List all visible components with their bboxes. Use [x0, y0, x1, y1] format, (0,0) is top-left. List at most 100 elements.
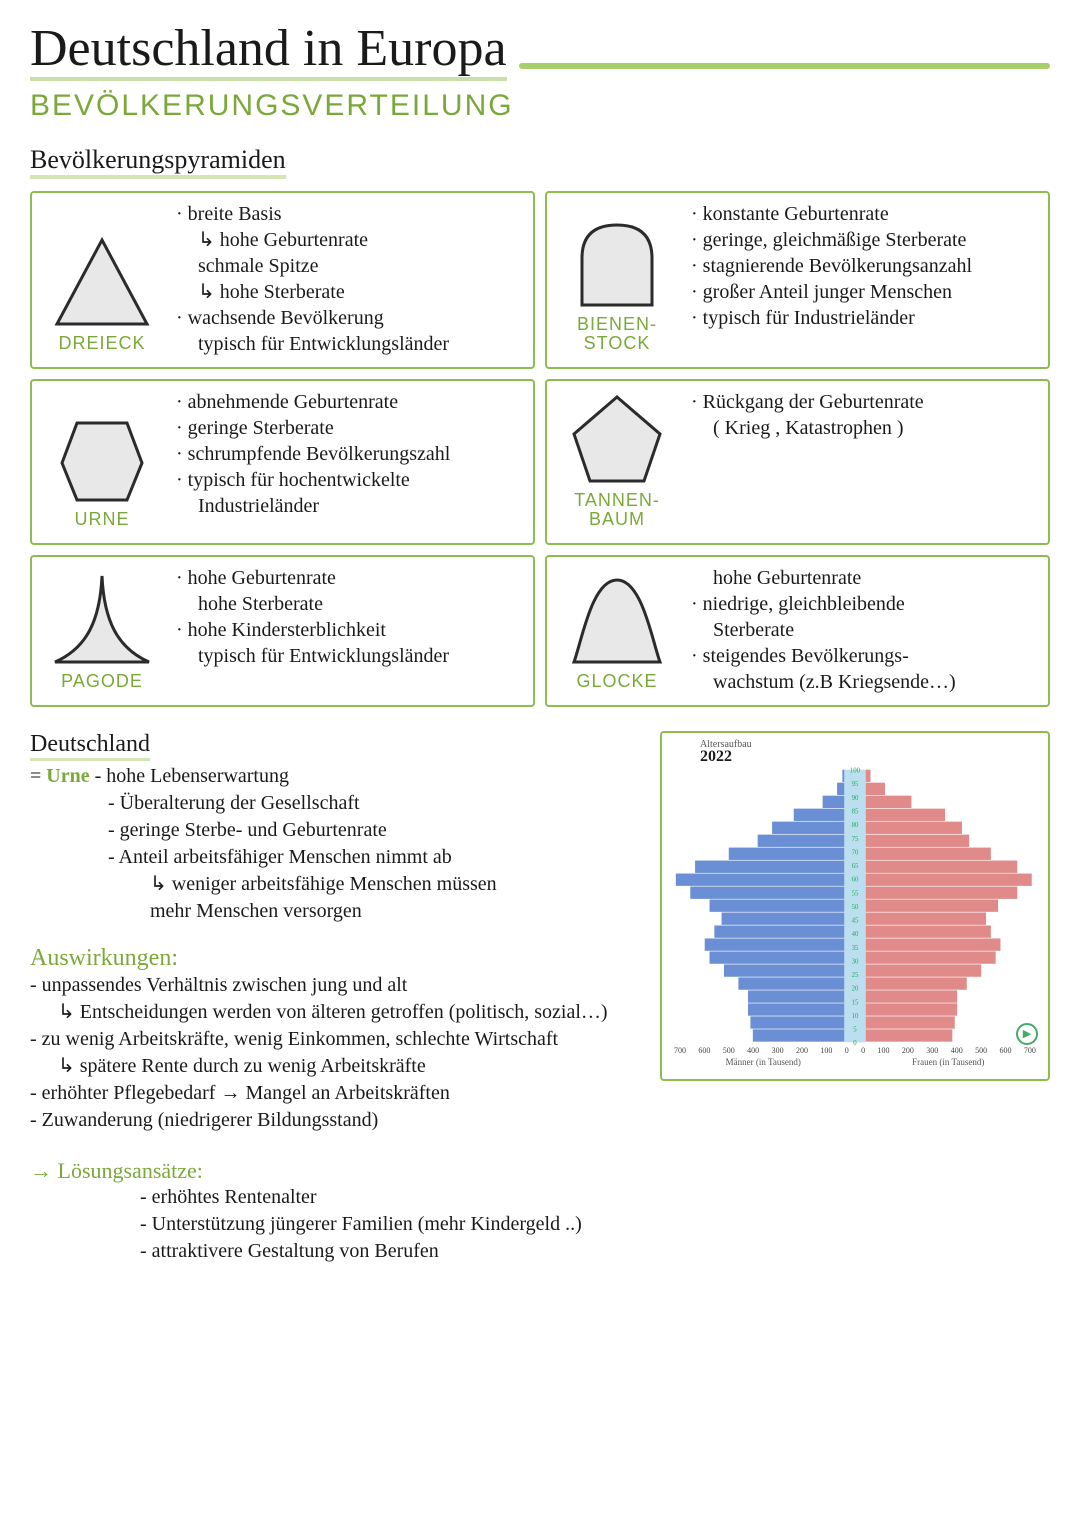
svg-text:10: 10 [852, 1013, 859, 1020]
play-button[interactable]: ▶ [1016, 1023, 1038, 1045]
svg-text:35: 35 [852, 945, 859, 952]
list-line: · schrumpfende Bevölkerungszahl [176, 441, 523, 467]
card-bienenstock: BIENEN- STOCK · konstante Geburtenrate· … [545, 191, 1050, 369]
svg-text:90: 90 [852, 795, 859, 802]
axis-tick: 600 [698, 1046, 710, 1055]
page-subtitle: BEVÖLKERUNGSVERTEILUNG [30, 89, 1050, 123]
loesungen-heading: → Lösungsansätze: [30, 1158, 1050, 1184]
svg-text:30: 30 [852, 958, 859, 965]
list-line: typisch für Entwicklungsländer [176, 643, 523, 669]
card-label: PAGODE [61, 672, 143, 691]
svg-text:65: 65 [852, 863, 859, 870]
axis-tick: 300 [926, 1046, 938, 1055]
svg-text:80: 80 [852, 822, 859, 829]
card-urne: URNE · abnehmende Geburtenrate· geringe … [30, 379, 535, 545]
list-line: Industrieländer [176, 493, 523, 519]
pyramid-xlabel-left: Männer (in Tausend) [726, 1057, 801, 1067]
eq-urne: Urne [46, 765, 89, 787]
pyramid-cards-grid: DREIECK · breite Basishohe Geburtenrates… [30, 191, 1050, 707]
svg-text:5: 5 [853, 1027, 857, 1034]
card-bullets: · konstante Geburtenrate· geringe, gleic… [691, 201, 1038, 357]
card-label: TANNEN- BAUM [574, 491, 660, 529]
list-line: · breite Basis [176, 201, 523, 227]
list-line: ↳ spätere Rente durch zu wenig Arbeitskr… [30, 1053, 640, 1080]
list-line: · geringe, gleichmäßige Sterberate [691, 227, 1038, 253]
axis-tick: 500 [975, 1046, 987, 1055]
svg-text:75: 75 [852, 836, 859, 843]
list-line: ↳ Entscheidungen werden von älteren getr… [30, 999, 640, 1026]
deutschland-list: = Urne - hohe Lebenserwartung - Überalte… [30, 763, 640, 925]
axis-tick: 500 [723, 1046, 735, 1055]
loesungen-list: - erhöhtes Rentenalter - Unterstützung j… [30, 1184, 1050, 1265]
sol-row: - erhöhtes Rentenalter [140, 1184, 1050, 1211]
pentagon-icon [562, 389, 672, 489]
list-line: wachstum (z.B Kriegsende…) [691, 669, 1038, 695]
list-line: - unpassendes Verhältnis zwischen jung u… [30, 972, 640, 999]
svg-text:100: 100 [850, 768, 861, 775]
list-line: · typisch für Industrieländer [691, 305, 1038, 331]
de-row: - Anteil arbeitsfähiger Menschen nimmt a… [30, 844, 640, 871]
list-line: · wachsende Bevölkerung [176, 305, 523, 331]
axis-tick: 0 [845, 1046, 849, 1055]
auswirkungen-list: - unpassendes Verhältnis zwischen jung u… [30, 972, 640, 1134]
list-line: · stagnierende Bevölkerungsanzahl [691, 253, 1038, 279]
svg-text:85: 85 [852, 808, 859, 815]
axis-tick: 0 [861, 1046, 865, 1055]
list-line: · abnehmende Geburtenrate [176, 389, 523, 415]
axis-tick: 700 [1024, 1046, 1036, 1055]
card-bullets: hohe Geburtenrate· niedrige, gleichbleib… [691, 565, 1038, 695]
list-line: · konstante Geburtenrate [691, 201, 1038, 227]
population-pyramid-chart: Altersaufbau 2022 0510152025303540455055… [660, 731, 1050, 1081]
list-line: schmale Spitze [176, 253, 523, 279]
list-line: - zu wenig Arbeitskräfte, wenig Einkomme… [30, 1026, 640, 1053]
bell-icon [562, 570, 672, 670]
axis-tick: 700 [674, 1046, 686, 1055]
card-pagode: PAGODE · hohe Geburtenratehohe Sterberat… [30, 555, 535, 707]
de-row: - geringe Sterbe- und Geburtenrate [30, 817, 640, 844]
list-line: ( Krieg , Katastrophen ) [691, 415, 1038, 441]
page-title: Deutschland in Europa [30, 20, 507, 81]
card-label: URNE [74, 510, 129, 529]
urn-icon [47, 408, 157, 508]
svg-text:25: 25 [852, 972, 859, 979]
card-tannenbaum: TANNEN- BAUM · Rückgang der Geburtenrate… [545, 379, 1050, 545]
pyramid-x-axis: 7006005004003002001000010020030040050060… [670, 1046, 1040, 1055]
axis-tick: 300 [772, 1046, 784, 1055]
list-line: typisch für Entwicklungsländer [176, 331, 523, 357]
list-line: - Zuwanderung (niedrigerer Bildungsstand… [30, 1107, 640, 1134]
list-line: hohe Sterberate [176, 591, 523, 617]
list-line: · hohe Geburtenrate [176, 565, 523, 591]
title-rule [519, 63, 1050, 69]
list-line: · Rückgang der Geburtenrate [691, 389, 1038, 415]
eq-rest: - hohe Lebenserwartung [90, 765, 289, 787]
svg-text:45: 45 [852, 918, 859, 925]
pagoda-icon [47, 570, 157, 670]
pyramid-year: 2022 [670, 748, 1040, 766]
svg-text:20: 20 [852, 986, 859, 993]
axis-tick: 400 [951, 1046, 963, 1055]
axis-tick: 100 [820, 1046, 832, 1055]
card-label: BIENEN- STOCK [577, 315, 657, 353]
svg-text:50: 50 [852, 904, 859, 911]
card-label: DREIECK [58, 334, 145, 353]
list-line: · großer Anteil junger Menschen [691, 279, 1038, 305]
sol-row: - attraktivere Gestaltung von Berufen [140, 1238, 1050, 1265]
de-row: - Überalterung der Gesellschaft [30, 790, 640, 817]
pyramid-svg: 0510152025303540455055606570758085909510… [670, 766, 1040, 1046]
card-bullets: · Rückgang der Geburtenrate( Krieg , Kat… [691, 389, 1038, 533]
list-line: · hohe Kindersterblichkeit [176, 617, 523, 643]
svg-text:40: 40 [852, 931, 859, 938]
axis-tick: 400 [747, 1046, 759, 1055]
deutschland-heading: Deutschland [30, 731, 150, 761]
svg-text:0: 0 [853, 1040, 857, 1046]
pyramid-xlabel-right: Frauen (in Tausend) [912, 1057, 984, 1067]
axis-tick: 100 [878, 1046, 890, 1055]
card-label: GLOCKE [576, 672, 657, 691]
list-line: · niedrige, gleichbleibende [691, 591, 1038, 617]
card-dreieck: DREIECK · breite Basishohe Geburtenrates… [30, 191, 535, 369]
list-line: - erhöhter Pflegebedarf → Mangel an Arbe… [30, 1080, 640, 1107]
card-bullets: · hohe Geburtenratehohe Sterberate· hohe… [176, 565, 523, 695]
beehive-icon [562, 213, 672, 313]
axis-tick: 200 [796, 1046, 808, 1055]
list-line: · geringe Sterberate [176, 415, 523, 441]
